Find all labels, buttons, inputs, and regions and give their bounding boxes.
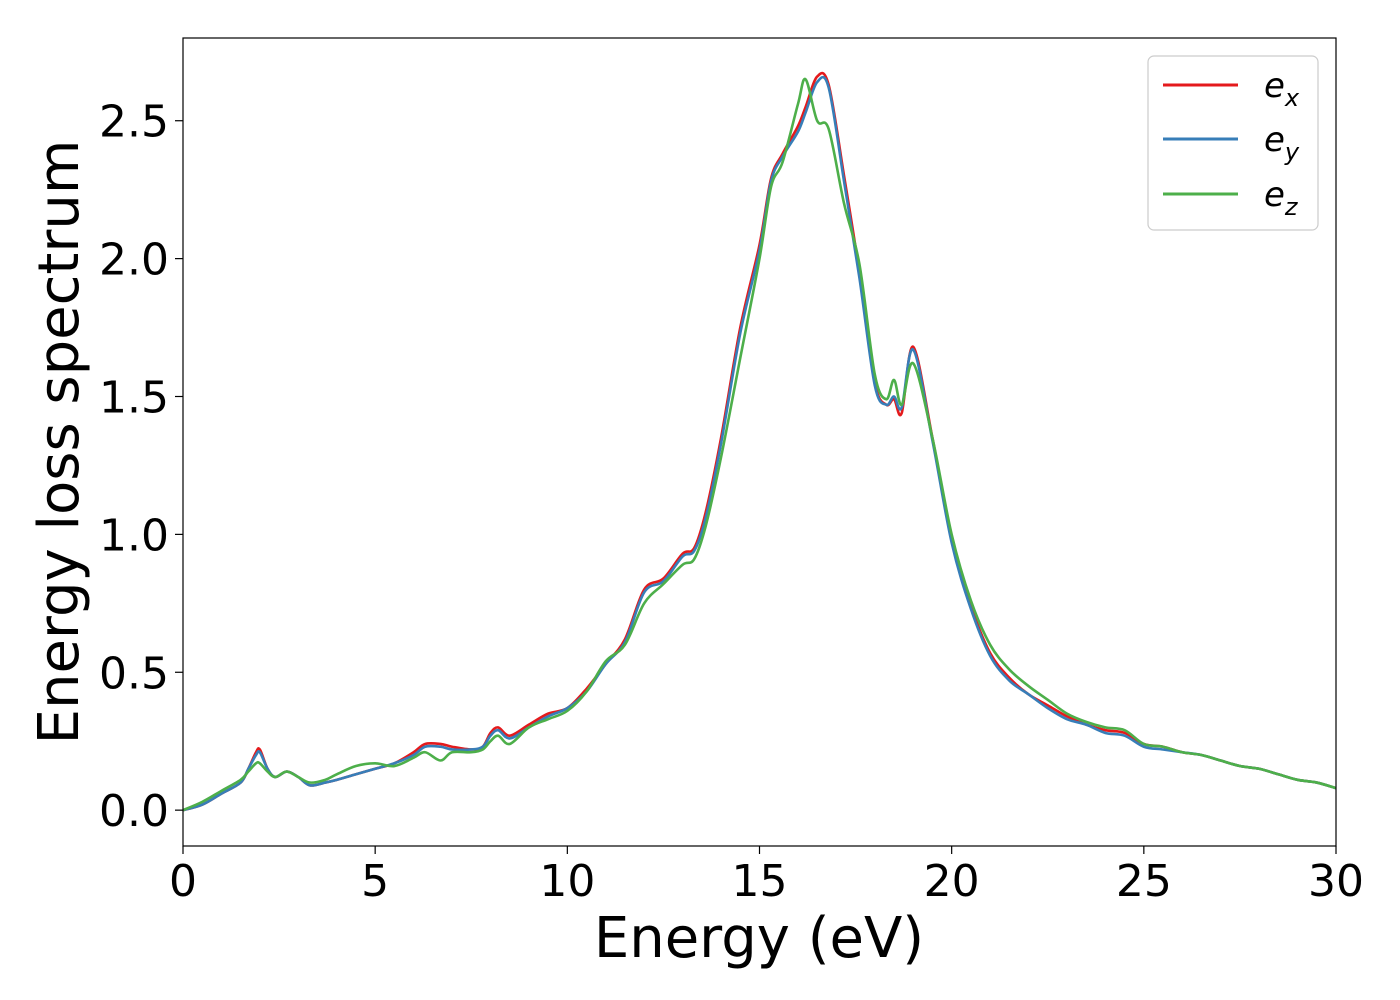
legend: ex ey ez <box>1147 55 1319 231</box>
series-line-z <box>182 77 1337 812</box>
legend-label-ex: ex <box>1264 66 1300 112</box>
x-tick-label: 5 <box>361 856 389 907</box>
x-tick-label: 15 <box>732 856 788 907</box>
x-tick-label: 20 <box>924 856 980 907</box>
x-tick-label: 25 <box>1116 856 1172 907</box>
x-tick-label: 30 <box>1308 856 1364 907</box>
legend-box <box>1147 55 1319 231</box>
y-tick-label: 2.0 <box>99 235 169 286</box>
series-layer <box>182 71 1337 812</box>
x-tick-label: 10 <box>539 856 595 907</box>
x-axis-label: Energy (eV) <box>594 906 924 971</box>
y-tick-label: 1.5 <box>99 372 169 423</box>
x-tick-label: 0 <box>169 856 197 907</box>
y-axis-label: Energy loss spectrum <box>27 140 92 745</box>
y-tick-label: 0.0 <box>99 786 169 837</box>
ticks-layer: 0 5 10 15 20 25 30 0.0 0.5 1.0 1.5 2.0 2.5 <box>99 97 1364 907</box>
y-tick-label: 1.0 <box>99 510 169 561</box>
series-line-y <box>182 75 1337 812</box>
y-tick-label: 2.5 <box>99 97 169 148</box>
y-tick-label: 0.5 <box>99 648 169 699</box>
legend-label-ey: ey <box>1264 120 1300 166</box>
legend-label-ez: ez <box>1264 175 1299 221</box>
plot-frame <box>182 37 1337 847</box>
